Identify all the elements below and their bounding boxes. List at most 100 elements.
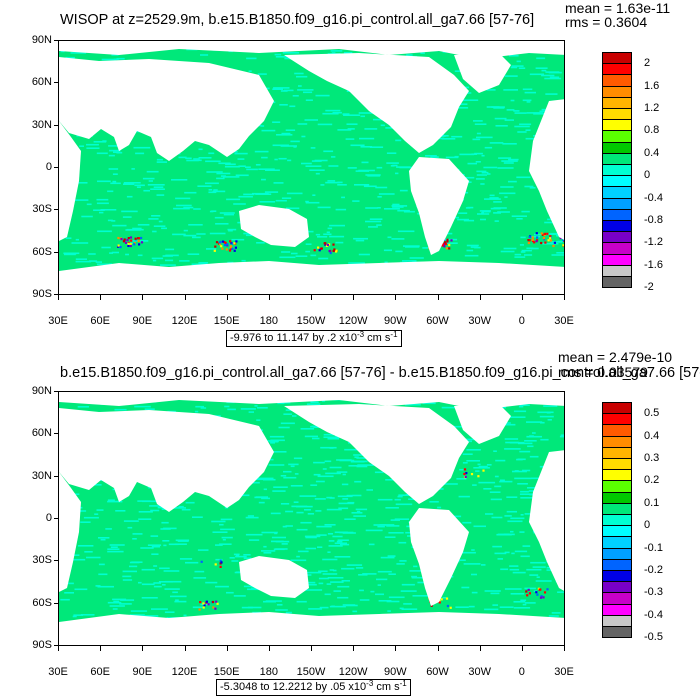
lat-tick-label: 60N [31,427,52,440]
lat-tick [54,251,58,253]
lon-tick [479,295,481,300]
lat-tick-label: 90N [31,385,52,397]
lon-tick [395,295,397,300]
land-mass [59,261,564,294]
lon-tick [521,646,523,651]
lon-tick [268,646,270,651]
ocean-field [59,41,564,294]
colorbar-label: -0.4 [644,191,663,204]
lon-tick-label: 60E [90,315,110,327]
panel-title: WISOP at z=2529.9m, b.e15.B1850.f09_g16.… [60,12,535,28]
land-mass [59,612,564,645]
colorbar-label: 0.8 [644,124,660,137]
lon-tick-label: 90E [132,666,153,678]
lon-tick [100,646,102,651]
colorbar-label: -0.3 [644,586,663,599]
lon-tick-label: 90W [384,666,407,678]
lat-tick [54,82,58,84]
colorbar-label: 0.1 [644,496,660,509]
lon-tick [268,295,270,300]
land-mass [454,53,511,93]
map-plot [58,40,565,295]
colorbar-label: -0.4 [644,608,663,621]
colorbar-box [602,276,632,289]
colorbar-label: -0.1 [644,541,663,554]
colorbar-label: -1.2 [644,236,663,249]
lat-tick [54,167,58,168]
lat-tick-label: 30S [32,554,52,567]
lon-tick [184,646,186,651]
lat-tick [54,560,58,562]
lat-tick [54,391,58,392]
land-mass [409,157,469,255]
lat-tick-label: 30N [31,118,52,131]
lon-tick-label: 60E [90,666,110,678]
lon-tick [353,295,355,300]
lon-tick-label: 30E [554,315,574,327]
lon-tick [184,295,186,300]
lon-tick-label: 150E [213,666,240,678]
lon-tick-label: 30E [554,666,574,678]
lat-tick-label: 0 [45,161,52,173]
lon-tick [311,646,312,651]
colorbar-label: 0.5 [644,407,660,420]
lon-tick-label: 90E [132,315,153,327]
colorbar-label: 0.4 [644,429,660,442]
mean-stat: mean = 1.63e-11 [565,0,671,16]
map-plot [58,391,565,646]
mean-stat: mean = 2.479e-10 [558,349,673,365]
lat-tick [54,294,58,295]
land-mass [409,508,469,606]
colorbar-label: 1.2 [644,102,660,114]
lon-tick-label: 90W [384,315,407,327]
lon-tick [58,646,59,651]
lon-tick [437,646,439,651]
land-mass [284,404,469,504]
lat-tick-label: 90S [32,288,52,300]
lon-tick-label: 60W [426,315,449,327]
lat-tick-label: 0 [45,512,52,524]
land-mass [454,404,511,444]
land-mass [284,53,469,153]
lat-tick [54,475,58,477]
lon-tick-label: 120E [171,315,198,327]
lon-tick [142,646,144,651]
colorbar-label: 0.3 [644,452,660,464]
contour-range-label: -5.3048 to 12.2212 by .05 x10-3 cm s-1 [216,679,411,696]
lon-tick [353,646,355,651]
lat-tick-label: 90N [31,34,52,46]
colorbar-label: 1.6 [644,79,660,92]
lon-tick [437,295,439,300]
lon-tick [479,646,481,651]
colorbar-label: -0.5 [644,631,663,644]
lon-tick-label: 30W [468,666,491,678]
lon-tick [142,295,144,300]
colorbar-box [602,626,632,639]
land-mass [59,408,274,512]
land-mass [529,450,564,591]
lat-tick-label: 60S [32,596,52,609]
lon-tick [395,646,397,651]
lat-tick [54,40,58,41]
lon-tick-label: 120W [338,666,368,678]
lon-tick [564,646,565,651]
lat-tick-label: 30N [31,469,52,482]
lat-tick [54,645,58,646]
colorbar-label: 0.4 [644,146,660,159]
land-mass [59,57,274,161]
colorbar-label: 0 [644,169,651,182]
lon-tick [226,646,228,651]
lat-tick [54,433,58,435]
lon-tick-label: 150W [296,666,326,678]
lon-tick [521,295,523,300]
colorbar-label: -0.8 [644,214,663,226]
lon-tick-label: 180 [259,315,278,327]
lon-tick-label: 180 [259,666,278,678]
colorbar-label: -0.2 [644,564,663,576]
land-mass [59,121,81,241]
lat-tick-label: 60S [32,245,52,258]
land-mass [59,41,564,59]
lon-tick-label: 0 [518,315,525,327]
lat-tick [54,209,58,211]
lon-tick-label: 120W [338,315,368,327]
